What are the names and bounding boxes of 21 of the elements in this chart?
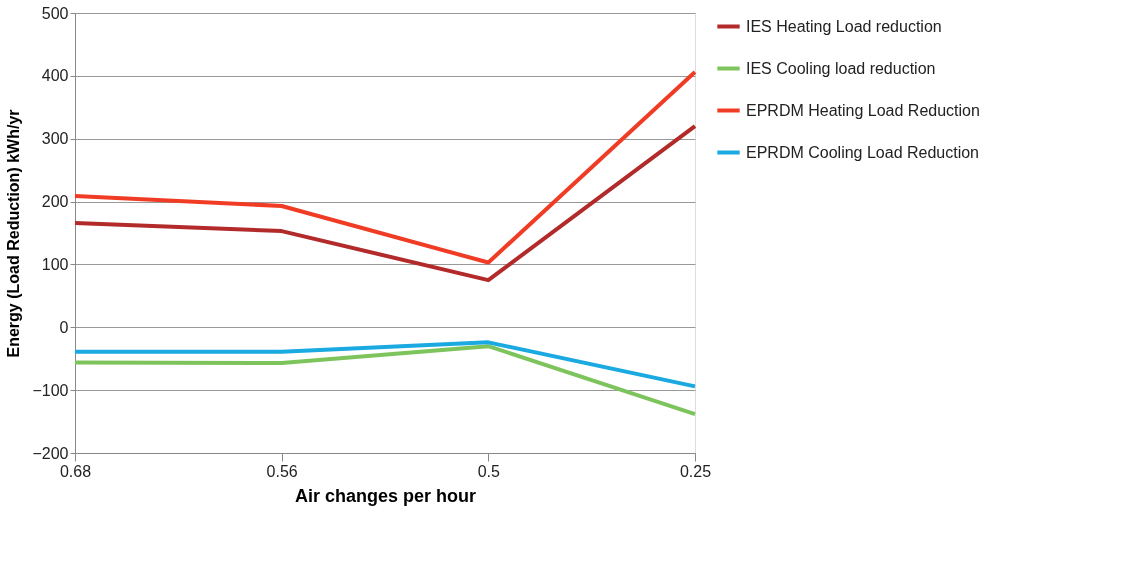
legend-label: EPRDM Heating Load Reduction [746,101,980,119]
line-series [73,124,697,283]
y-tick-label: −100 [32,381,69,399]
legend-label: EPRDM Cooling Load Reduction [746,143,980,161]
x-tick-label: 0.5 [477,462,501,480]
y-axis-title: Energy (Load Reduction) kWh/yr [5,109,23,358]
line-series [73,70,697,265]
legend-label: IES Cooling load reduction [746,59,936,77]
x-axis-title: Air changes per hour [294,485,477,506]
x-tick-label: 0.56 [266,462,298,480]
legend-label: IES Heating Load reduction [746,17,942,35]
line-series [73,344,697,417]
y-tick-label: 300 [41,130,69,148]
y-tick-label: 400 [41,67,69,85]
y-tick-label: 500 [41,4,69,22]
y-tick-label: 200 [41,193,69,211]
x-tick-label: 0.68 [59,462,92,480]
x-tick-label: 0.25 [679,462,712,480]
y-tick-label: 0 [59,318,69,336]
y-tick-label: −200 [32,444,69,462]
y-tick-label: 100 [41,255,69,273]
